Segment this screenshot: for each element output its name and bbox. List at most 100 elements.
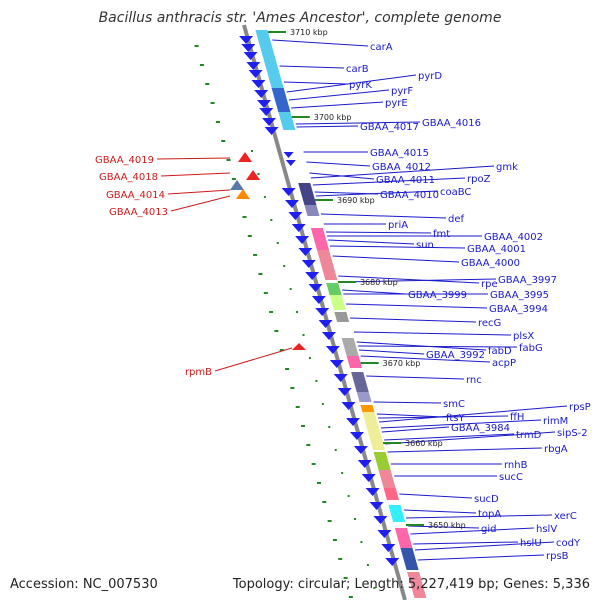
track-dot: [341, 472, 344, 474]
gene-label: GBAA_3984: [451, 423, 510, 434]
gene-arrow: [325, 346, 340, 354]
track-dot: [354, 518, 357, 520]
track-dot: [366, 564, 369, 566]
leader-line: [360, 355, 491, 363]
gene-label-reverse: rpmB: [185, 367, 212, 378]
gene-arrow: [301, 260, 316, 268]
gene-label: gid: [481, 524, 496, 535]
feature-bar: [298, 183, 317, 205]
gene-arrow: [259, 108, 274, 116]
track-dot: [247, 235, 252, 237]
gene-arrow: [361, 474, 376, 482]
gene-label-reverse: GBAA_4018: [99, 172, 158, 183]
gene-label: GBAA_3995: [490, 290, 549, 301]
gene-label: trmD: [516, 430, 542, 441]
leader-line: [312, 177, 466, 186]
gene-arrow: [381, 544, 396, 552]
gene-label: rimM: [543, 416, 568, 427]
gene-label: GBAA_4001: [467, 244, 526, 255]
leader-line: [381, 426, 450, 433]
gene-arrow: [239, 36, 254, 44]
gene-label: ffH: [510, 412, 524, 423]
leader-line: [408, 525, 480, 529]
leader-line: [338, 275, 480, 284]
gene-label: rpoZ: [467, 174, 491, 185]
leader-line: [413, 541, 519, 545]
track-dot: [253, 254, 258, 256]
gene-arrow: [369, 502, 384, 510]
scale-tick-label: 3700 kbp: [314, 113, 352, 122]
gene-label: fabD: [488, 346, 512, 357]
track-dot: [327, 520, 332, 522]
track-dot: [322, 501, 327, 503]
leader-line: [342, 289, 407, 295]
leader-line: [286, 74, 417, 93]
gene-label: ftsY: [446, 413, 465, 424]
gene-label: GBAA_3994: [489, 304, 548, 315]
track-dot: [302, 334, 305, 336]
gene-label: codY: [556, 538, 581, 549]
track-dot: [210, 102, 215, 104]
gene-arrow: [373, 516, 388, 524]
gene-arrow: [305, 272, 320, 280]
leader-line: [414, 541, 555, 551]
feature-bar: [329, 295, 346, 310]
track-dot: [205, 83, 210, 85]
leader-line: [417, 554, 545, 561]
gene-label: acpP: [492, 358, 516, 369]
track-dot: [290, 387, 295, 389]
gene-arrow: [248, 70, 263, 78]
genome-summary: Topology: circular; Length: 5,227,419 bp…: [232, 577, 590, 592]
gene-label: GBAA_4011: [376, 175, 435, 186]
leader-line: [366, 375, 465, 380]
track-dot: [308, 357, 311, 359]
feature-bar: [407, 572, 427, 598]
gene-arrow: [246, 62, 261, 70]
track-dot: [263, 292, 268, 294]
feature-bar: [360, 405, 375, 412]
gene-arrow: [329, 360, 344, 368]
gene-arrow: [308, 284, 323, 292]
track-dot: [338, 558, 343, 560]
gene-label: recG: [478, 318, 501, 329]
reverse-gene-marker: [238, 152, 252, 162]
track-dot: [347, 495, 350, 497]
track-dot: [316, 482, 321, 484]
feature-bar: [373, 452, 391, 470]
feature-bar: [326, 283, 342, 295]
gene-arrow: [377, 530, 392, 538]
gene-arrow: [333, 374, 348, 382]
leader-line: [406, 514, 553, 519]
track-dot: [257, 173, 260, 175]
scale-tick-label: 3670 kbp: [383, 359, 421, 368]
gene-label: rpe: [481, 279, 498, 290]
leader-line: [410, 527, 535, 535]
leader-line: [380, 419, 542, 429]
scale-tick-label: 3680 kbp: [360, 278, 398, 287]
gene-label: fmt: [433, 229, 450, 240]
gene-arrow: [281, 188, 296, 196]
gene-label: xerC: [554, 511, 577, 522]
accession-label: Accession: NC_007530: [10, 577, 158, 592]
scale-tick-label: 3710 kbp: [290, 28, 328, 37]
gene-label: rpsP: [569, 402, 591, 413]
feature-bar: [394, 528, 413, 548]
gene-label: hslU: [520, 538, 542, 549]
gene-arrow: [243, 52, 258, 60]
track-dot: [311, 463, 316, 465]
gene-label: sucC: [499, 472, 523, 483]
gene-arrow: [262, 118, 277, 126]
gene-label: rbgA: [544, 444, 568, 455]
feature-bar: [334, 312, 350, 322]
gene-label: GBAA_3997: [498, 275, 557, 286]
feature-bar: [341, 338, 359, 356]
track-dot: [276, 242, 279, 244]
track-dot: [306, 444, 311, 446]
track-dot: [221, 140, 226, 142]
gene-arrow: [283, 152, 294, 158]
feature-bar: [383, 488, 399, 500]
gene-arrow: [241, 44, 256, 52]
feature-bar: [356, 392, 372, 402]
gene-label: carB: [346, 64, 369, 75]
